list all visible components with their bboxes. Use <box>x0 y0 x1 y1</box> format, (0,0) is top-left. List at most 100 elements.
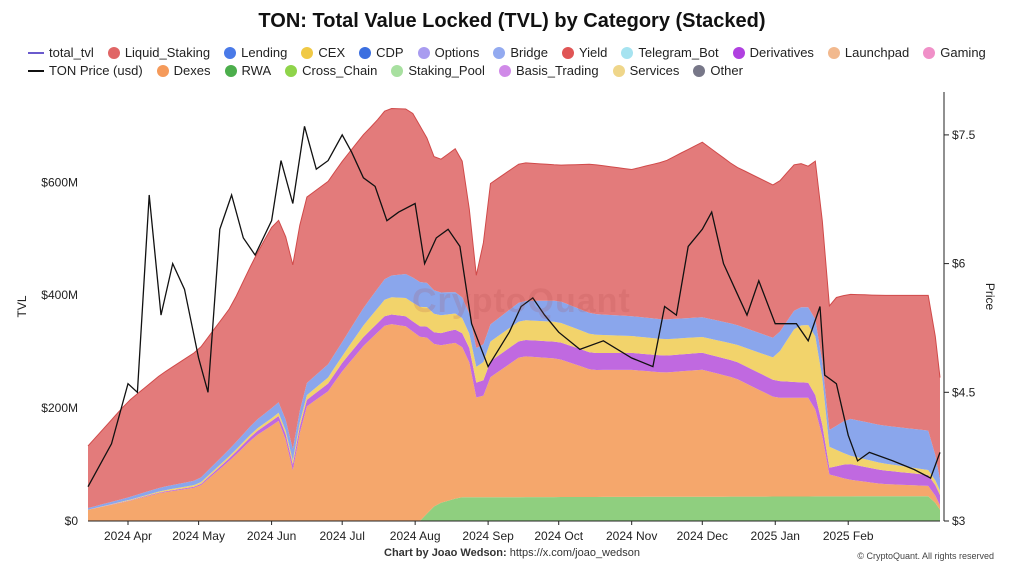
y-tick-label: $600M <box>41 175 78 189</box>
x-tick-label: 2024 Apr <box>104 529 152 543</box>
legend-item-liquid-staking[interactable]: Liquid_Staking <box>107 44 211 62</box>
area-staking-pool <box>88 496 940 521</box>
legend-swatch <box>224 65 237 77</box>
legend-item-cdp[interactable]: CDP <box>359 44 404 62</box>
total-tvl-line <box>87 107 941 447</box>
legend-label: Dexes <box>173 63 211 78</box>
chart-footer: Chart by Joao Wedson: https://x.com/joao… <box>0 547 1024 559</box>
legend-item-bridge[interactable]: Bridge <box>493 44 548 62</box>
legend-row-1: total_tvl Liquid_Staking Lending CEX CDP Opti… <box>28 44 1008 62</box>
legend-swatch <box>359 47 372 59</box>
legend-item-telegram-bot[interactable]: Telegram_Bot <box>621 44 719 62</box>
legend-item-dexes[interactable]: Dexes <box>156 62 211 80</box>
legend-item-services[interactable]: Services <box>612 62 680 80</box>
legend-swatch <box>224 47 237 59</box>
y-tick-label: $0 <box>65 514 79 528</box>
price-series <box>87 126 941 488</box>
legend-label: Gaming <box>940 45 986 60</box>
x-tick-label: 2025 Feb <box>823 529 874 543</box>
y2-tick-label: $3 <box>952 514 966 528</box>
legend-swatch <box>28 70 44 72</box>
area-cex <box>88 297 940 510</box>
x-tick-label: 2024 Nov <box>606 529 657 543</box>
legend-row-2: TON Price (usd) Dexes RWA Cross_Chain Stakin… <box>28 62 1008 80</box>
legend-item-launchpad[interactable]: Launchpad <box>827 44 910 62</box>
y2-tick-label: $7.5 <box>952 128 976 142</box>
footer-link[interactable]: https://x.com/joao_wedson <box>509 547 640 559</box>
y-tick-label: $200M <box>41 401 78 415</box>
y2-axis-title: Price <box>983 283 997 311</box>
legend-item-cex[interactable]: CEX <box>301 44 345 62</box>
legend-label: Bridge <box>510 45 548 60</box>
legend-label: total_tvl <box>49 45 94 60</box>
legend-item-staking-pool[interactable]: Staking_Pool <box>391 62 485 80</box>
legend-item-derivatives[interactable]: Derivatives <box>732 44 814 62</box>
legend-label: Telegram_Bot <box>638 45 719 60</box>
y-axis-title: TVL <box>15 295 29 317</box>
x-tick-label: 2024 Dec <box>677 529 728 543</box>
legend-swatch <box>417 47 430 59</box>
legend-swatch <box>391 65 404 77</box>
legend: total_tvl Liquid_Staking Lending CEX CDP Opti… <box>28 44 1008 80</box>
x-tick-label: 2025 Jan <box>751 529 800 543</box>
legend-label: Basis_Trading <box>515 63 599 78</box>
legend-swatch <box>493 47 506 59</box>
legend-swatch <box>156 65 169 77</box>
legend-label: Derivatives <box>749 45 814 60</box>
x-tick-label: 2024 Jun <box>247 529 296 543</box>
legend-item-lending[interactable]: Lending <box>224 44 287 62</box>
legend-label: Other <box>710 63 743 78</box>
legend-swatch <box>285 65 298 77</box>
legend-item-gaming[interactable]: Gaming <box>923 44 986 62</box>
legend-label: TON Price (usd) <box>49 63 143 78</box>
legend-swatch <box>498 65 511 77</box>
legend-swatch <box>301 47 314 59</box>
legend-swatch <box>107 47 120 59</box>
area-liquid-staking <box>88 108 940 508</box>
legend-label: Lending <box>241 45 288 60</box>
legend-label: Launchpad <box>844 45 910 60</box>
legend-item-total-tvl[interactable]: total_tvl <box>28 44 94 62</box>
legend-label: Services <box>629 63 680 78</box>
legend-label: CEX <box>318 45 346 60</box>
legend-swatch <box>28 52 44 54</box>
footer-credit: Chart by Joao Wedson: <box>384 547 507 559</box>
x-tick-label: 2024 Aug <box>390 529 441 543</box>
legend-item-other[interactable]: Other <box>693 62 743 80</box>
ton-price-line <box>87 126 941 488</box>
legend-swatch <box>621 47 634 59</box>
legend-label: CDP <box>376 45 404 60</box>
x-tick-label: 2024 Jul <box>320 529 365 543</box>
x-tick-label: 2024 Oct <box>534 529 583 543</box>
legend-label: Liquid_Staking <box>124 45 211 60</box>
legend-item-options[interactable]: Options <box>417 44 480 62</box>
legend-label: Cross_Chain <box>302 63 378 78</box>
area-basis-trading <box>88 314 940 510</box>
chart-title: TON: Total Value Locked (TVL) by Categor… <box>258 10 766 32</box>
legend-label: Options <box>434 45 480 60</box>
legend-swatch <box>693 65 706 77</box>
y2-tick-label: $6 <box>952 257 966 271</box>
legend-swatch <box>827 47 840 59</box>
legend-swatch <box>561 47 574 59</box>
area-lending <box>88 274 940 510</box>
axes: $0 $200M $400M $600M $3 $4.5 $6 $7.5 2024 Apr 202… <box>15 92 997 543</box>
stacked-areas <box>87 107 941 521</box>
legend-label: Yield <box>578 45 608 60</box>
legend-swatch <box>612 65 625 77</box>
legend-item-rwa[interactable]: RWA <box>224 62 271 80</box>
legend-item-cross-chain[interactable]: Cross_Chain <box>285 62 377 80</box>
legend-item-basis-trading[interactable]: Basis_Trading <box>498 62 599 80</box>
copyright: © CryptoQuant. All rights reserved <box>857 551 994 561</box>
y2-tick-label: $4.5 <box>952 385 976 399</box>
legend-swatch <box>923 47 936 59</box>
watermark: CryptoQuant <box>412 282 631 320</box>
area-dexes <box>88 324 940 521</box>
y-tick-label: $400M <box>41 288 78 302</box>
legend-item-ton-price-usd[interactable]: TON Price (usd) <box>28 62 143 80</box>
legend-item-yield[interactable]: Yield <box>561 44 608 62</box>
legend-swatch <box>732 47 745 59</box>
x-tick-label: 2024 Sep <box>462 529 514 543</box>
x-tick-label: 2024 May <box>172 529 225 543</box>
